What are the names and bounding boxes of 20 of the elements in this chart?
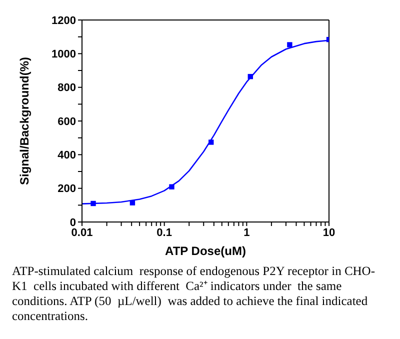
x-tick-label: 0.01 bbox=[71, 226, 93, 239]
x-axis-title: ATP Dose(uM) bbox=[165, 244, 246, 258]
x-tick-label: 1 bbox=[244, 226, 250, 239]
y-tick-label: 1200 bbox=[52, 14, 76, 27]
point bbox=[169, 184, 174, 190]
point bbox=[248, 74, 253, 80]
x-tick-label: 0.1 bbox=[156, 226, 172, 239]
point bbox=[287, 42, 292, 48]
y-tick-label: 400 bbox=[58, 150, 76, 162]
x-tick-label: 10 bbox=[322, 226, 336, 239]
point bbox=[130, 200, 136, 206]
y-tick-label: 600 bbox=[58, 116, 76, 128]
text: ATP-stimulated calcium response of endogenous P2Y receptor in CHO-K1 cells incubated with different Ca²⁺ indicators under the same conditions. ATP (50 µL/well) was added to achieve the final indicated concentrations. bbox=[12, 264, 376, 324]
y-tick-label: 1000 bbox=[52, 48, 76, 61]
point bbox=[208, 140, 214, 145]
y-tick-label: 800 bbox=[58, 82, 76, 94]
y-tick-label: 0 bbox=[70, 216, 76, 229]
y-axis-title: Signal/Background(%) bbox=[17, 56, 32, 186]
y-tick-label: 200 bbox=[58, 183, 76, 196]
point bbox=[90, 200, 96, 206]
